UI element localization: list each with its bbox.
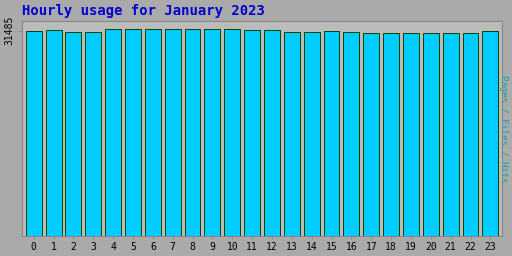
Bar [66,32,81,236]
Bar [443,33,459,236]
Bar [364,33,379,236]
Bar [125,29,141,236]
Bar [105,29,121,236]
Text: Hourly usage for January 2023: Hourly usage for January 2023 [22,4,265,18]
Bar [86,32,101,236]
Bar [284,33,300,236]
Bar [344,32,359,236]
Bar [204,29,220,236]
Bar [244,30,260,236]
Bar [185,29,201,236]
Bar [304,32,319,236]
Bar [26,31,41,236]
Bar [383,33,399,236]
Bar [462,33,478,236]
Bar [224,29,240,236]
Bar [145,29,161,236]
Bar [165,29,181,236]
Bar [482,31,498,236]
Bar [264,30,280,236]
Bar [423,33,439,236]
Y-axis label: Pages / Files / Hits: Pages / Files / Hits [499,75,508,182]
Bar [403,33,419,236]
Bar [46,30,61,236]
Bar [324,31,339,236]
